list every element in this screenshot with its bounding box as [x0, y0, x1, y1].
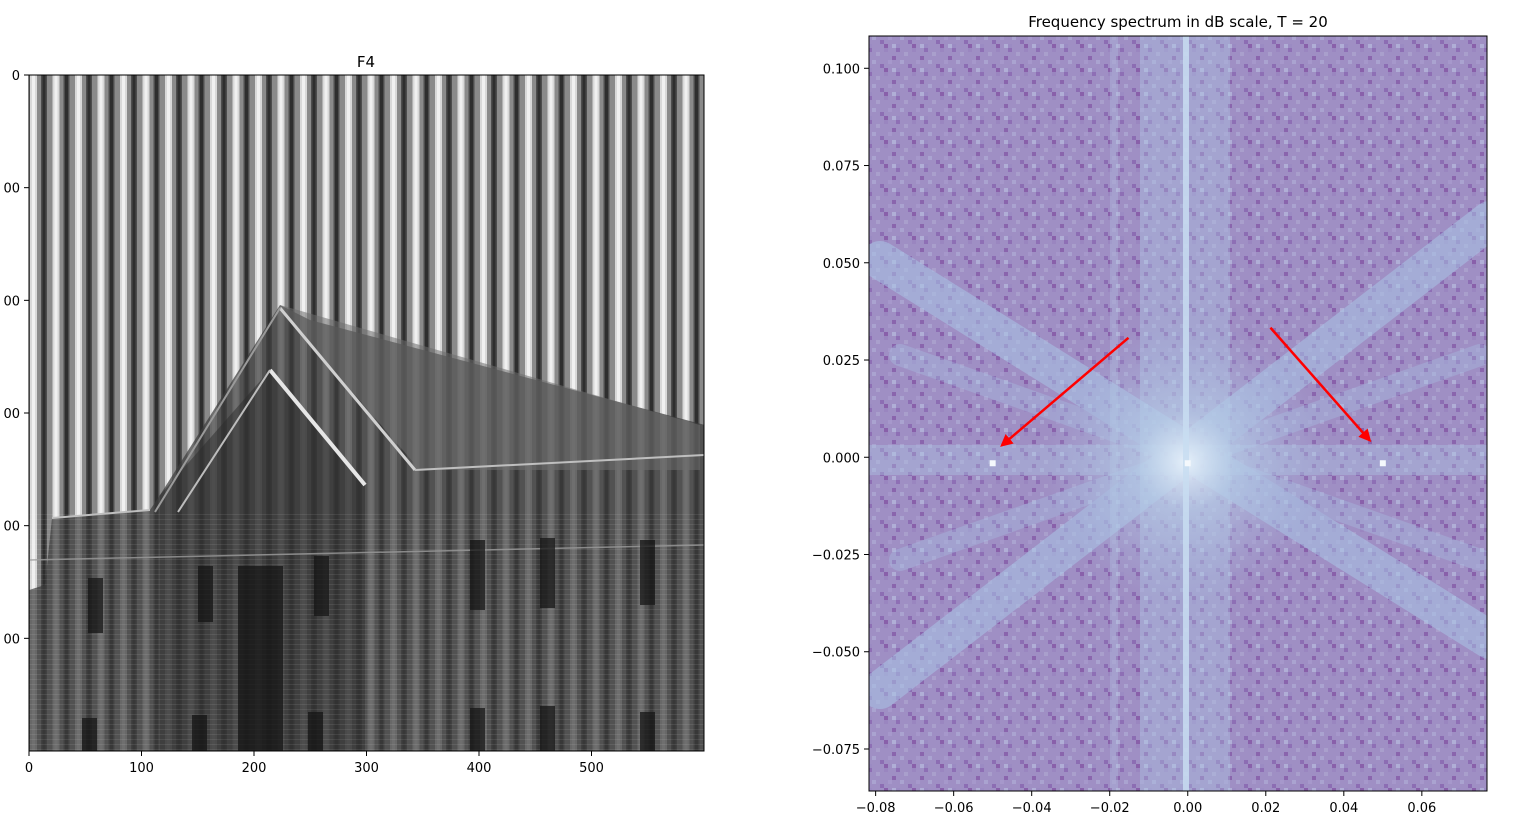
spectrum-image — [869, 36, 1487, 791]
left-x-tick-label: 400 — [467, 761, 492, 776]
left-x-tick-label: 0 — [25, 761, 33, 776]
left-y-tick-label: 00 — [3, 632, 20, 647]
right-y-tick-label: 0.000 — [823, 451, 860, 466]
red-arrow — [1000, 336, 1130, 447]
right-x-tick-label: 0.02 — [1251, 801, 1280, 816]
right-y-tick-label: −0.050 — [812, 646, 860, 661]
red-arrow — [1269, 326, 1372, 443]
right-x-tick-label: 0.06 — [1407, 801, 1436, 816]
spectrum-axes: Frequency spectrum in dB scale, T = 20 −… — [812, 13, 1488, 816]
right-x-tick-label: −0.02 — [1090, 801, 1130, 816]
right-y-tick-label: 0.075 — [823, 160, 860, 175]
spectrum-peak — [1379, 460, 1386, 467]
left-x-tick-label: 200 — [242, 761, 267, 776]
right-x-ticks: −0.08 −0.06 −0.04 −0.02 0.00 0.02 0.04 0.06 — [856, 791, 1436, 816]
left-y-tick-label: 00 — [3, 294, 20, 309]
left-y-tick-label: 00 — [3, 520, 20, 535]
image-axes: F4 — [3, 53, 705, 776]
left-title: F4 — [357, 53, 375, 71]
spectrum-peak — [1184, 460, 1191, 467]
left-y-tick-label: 00 — [3, 407, 20, 422]
spectrum-peaks — [989, 460, 1386, 467]
left-x-tick-label: 300 — [354, 761, 379, 776]
right-y-ticks: 0.100 0.075 0.050 0.025 0.000 −0.025 −0.050 −0.… — [812, 62, 869, 758]
f4-image — [29, 75, 704, 751]
left-y-tick-label: 0 — [12, 69, 20, 84]
left-x-tick-label: 100 — [129, 761, 154, 776]
arrow-annotations — [1000, 326, 1372, 447]
right-y-tick-label: −0.075 — [812, 743, 860, 758]
right-x-tick-label: 0.04 — [1329, 801, 1358, 816]
right-y-tick-label: 0.050 — [823, 257, 860, 272]
spectrum-peak — [989, 460, 996, 467]
right-y-tick-label: −0.025 — [812, 549, 860, 564]
right-x-tick-label: 0.00 — [1173, 801, 1202, 816]
right-y-tick-label: 0.100 — [823, 62, 860, 77]
left-x-tick-label: 500 — [579, 761, 604, 776]
left-x-ticks: 0 100 200 300 400 500 — [25, 751, 604, 776]
right-x-tick-label: −0.04 — [1012, 801, 1052, 816]
right-y-tick-label: 0.025 — [823, 354, 860, 369]
right-x-tick-label: −0.08 — [856, 801, 896, 816]
left-y-tick-label: 00 — [3, 182, 20, 197]
right-x-tick-label: −0.06 — [934, 801, 974, 816]
right-title: Frequency spectrum in dB scale, T = 20 — [1028, 13, 1328, 31]
